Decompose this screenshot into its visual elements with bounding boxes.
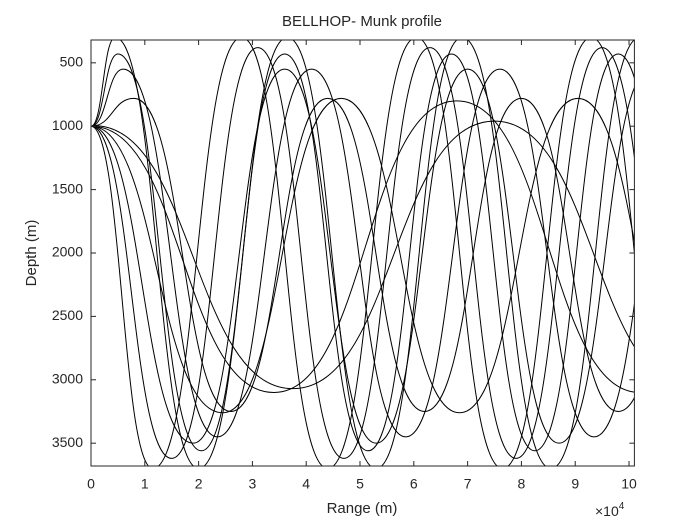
y-tick-label: 3500 [52,434,83,450]
y-tick-label: 3000 [52,370,83,386]
chart-title: BELLHOP- Munk profile [282,13,442,30]
ray [91,100,635,393]
y-tick-label: 1500 [52,180,83,196]
ray [91,53,635,452]
x-tick-label: 6 [410,476,418,492]
x-tick-label: 1 [141,476,149,492]
x-tick-label: 5 [356,476,364,492]
ray [91,120,635,390]
ray [91,97,635,412]
ray [91,40,635,466]
x-tick-label: 9 [571,476,579,492]
ray [91,68,635,438]
y-tick-label: 2500 [52,307,83,323]
x-tick-label: 3 [249,476,257,492]
multiplier-base: ×10 [595,503,619,519]
rays [91,40,635,466]
ray [91,40,635,466]
y-tick-label: 1000 [52,117,83,133]
x-tick-label: 10 [621,476,637,492]
ray [91,47,635,459]
y-tick-label: 500 [60,54,84,70]
x-tick-label: 8 [518,476,526,492]
ray [91,68,635,444]
x-axis-label: Range (m) [327,500,398,517]
x-tick-label: 0 [87,476,95,492]
x-multiplier: ×104 [595,501,625,519]
multiplier-exponent: 4 [619,501,625,512]
x-tick-label: 4 [302,476,310,492]
y-axis-label: Depth (m) [23,220,40,287]
x-tick-label: 7 [464,476,472,492]
x-tick-label: 2 [195,476,203,492]
ray [91,97,635,414]
y-tick-label: 2000 [52,244,83,260]
